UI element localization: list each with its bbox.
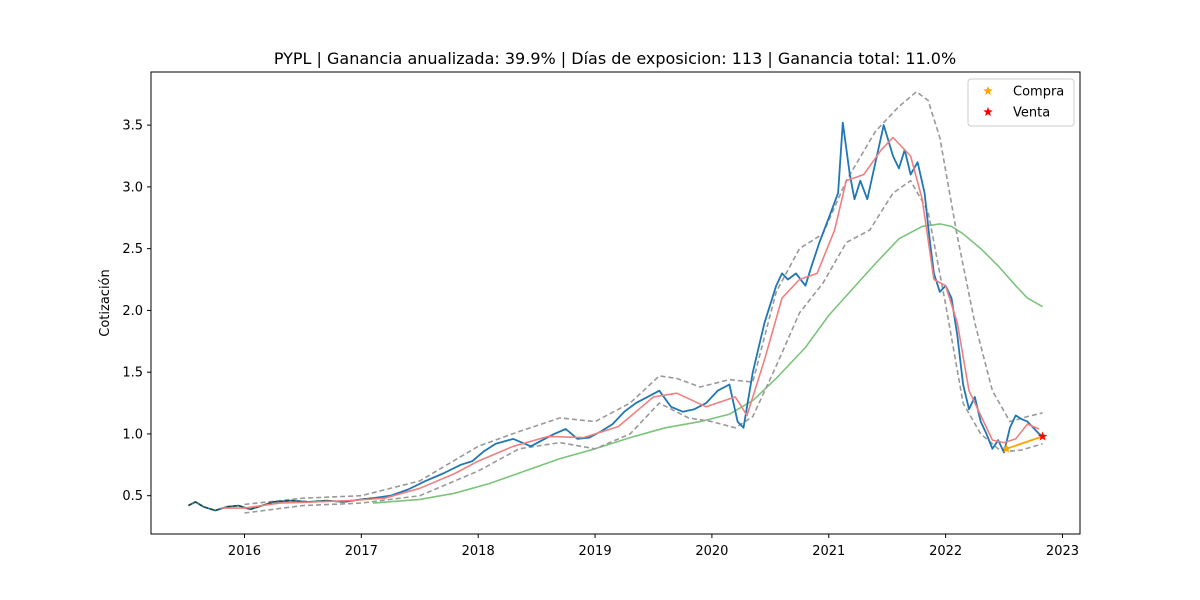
short-ma-line (221, 136, 1040, 509)
y-axis-label: Cotización (98, 269, 113, 336)
legend-label: Venta (1013, 106, 1050, 121)
x-tick-label: 2020 (695, 544, 728, 559)
chart-title: PYPL | Ganancia anualizada: 39.9% | Días… (274, 49, 956, 68)
plot-area (187, 91, 1048, 514)
compra-marker (1001, 443, 1012, 453)
y-tick-label: 2.5 (122, 242, 143, 257)
venta-legend-marker (983, 107, 993, 117)
y-tick-label: 0.5 (122, 489, 143, 504)
x-tick-label: 2017 (345, 544, 378, 559)
y-tick-label: 2.0 (122, 304, 143, 319)
legend-box (967, 78, 1075, 127)
legend-label: Compra (1013, 85, 1064, 100)
y-tick-label: 1.0 (122, 427, 143, 442)
x-tick-label: 2019 (579, 544, 612, 559)
x-tick-label: 2018 (462, 544, 495, 559)
x-tick-label: 2016 (228, 544, 261, 559)
x-tick-label: 2022 (929, 544, 962, 559)
long-ma-line (372, 223, 1043, 504)
axes-frame (150, 71, 1081, 535)
y-tick-label: 3.5 (122, 119, 143, 134)
price-line (187, 121, 1044, 512)
compra-legend-marker (983, 86, 993, 96)
venta-marker (1037, 431, 1048, 441)
lower-band-line (244, 179, 1043, 514)
trade-line (1006, 435, 1043, 450)
legend: Compra Venta (967, 78, 1075, 127)
y-tick-label: 1.5 (122, 366, 143, 381)
x-tick-label: 2023 (1046, 544, 1079, 559)
axis-ticks: 2016 2017 2018 2019 2020 2021 2022 2023 0.5 1.0 1.… (122, 119, 1079, 559)
y-tick-label: 3.0 (122, 180, 143, 195)
x-tick-label: 2021 (812, 544, 845, 559)
upper-band-line (244, 91, 1043, 506)
